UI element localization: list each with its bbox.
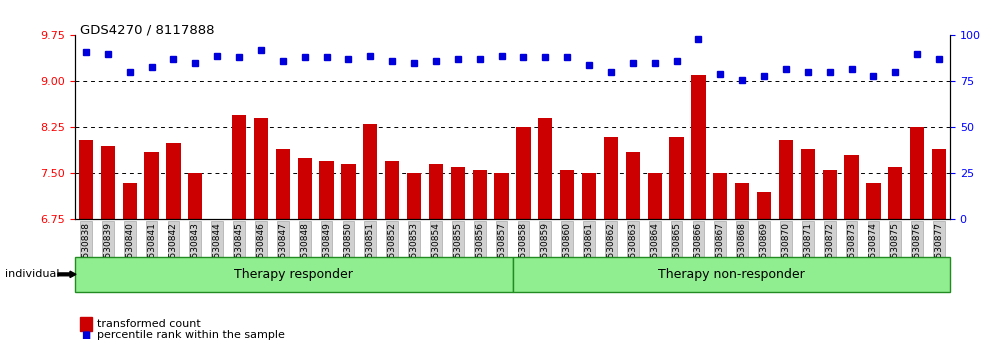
Bar xyxy=(932,149,946,219)
Bar xyxy=(341,164,356,219)
Bar xyxy=(779,140,793,219)
Bar xyxy=(385,161,399,219)
Bar xyxy=(276,149,290,219)
Bar xyxy=(407,173,421,219)
Bar xyxy=(691,75,706,219)
Bar xyxy=(319,161,334,219)
Bar xyxy=(166,143,181,219)
Bar xyxy=(823,170,837,219)
Bar xyxy=(101,146,115,219)
Bar xyxy=(363,124,377,219)
Bar xyxy=(757,192,771,219)
Bar xyxy=(844,155,859,219)
Bar xyxy=(626,152,640,219)
Bar xyxy=(473,170,487,219)
Bar xyxy=(669,137,684,219)
Bar xyxy=(560,170,574,219)
Bar xyxy=(604,137,618,219)
Bar xyxy=(910,127,924,219)
Bar xyxy=(188,173,202,219)
Text: Therapy responder: Therapy responder xyxy=(234,268,353,281)
Bar xyxy=(516,127,531,219)
Bar xyxy=(582,173,596,219)
Bar xyxy=(713,173,727,219)
Text: Therapy non-responder: Therapy non-responder xyxy=(658,268,805,281)
Bar xyxy=(538,118,552,219)
Bar xyxy=(801,149,815,219)
Bar xyxy=(429,164,443,219)
Bar xyxy=(298,158,312,219)
Bar xyxy=(866,183,881,219)
Text: transformed count: transformed count xyxy=(97,319,201,329)
Bar xyxy=(735,183,749,219)
Bar xyxy=(648,173,662,219)
Text: individual: individual xyxy=(5,269,60,279)
Text: ■: ■ xyxy=(81,330,91,339)
Bar xyxy=(254,118,268,219)
Bar xyxy=(144,152,159,219)
Bar xyxy=(232,115,246,219)
Bar xyxy=(451,167,465,219)
Bar xyxy=(123,183,137,219)
Bar xyxy=(888,167,902,219)
Bar xyxy=(79,140,93,219)
Text: percentile rank within the sample: percentile rank within the sample xyxy=(97,330,285,339)
Bar xyxy=(494,173,509,219)
Text: GDS4270 / 8117888: GDS4270 / 8117888 xyxy=(80,23,214,36)
